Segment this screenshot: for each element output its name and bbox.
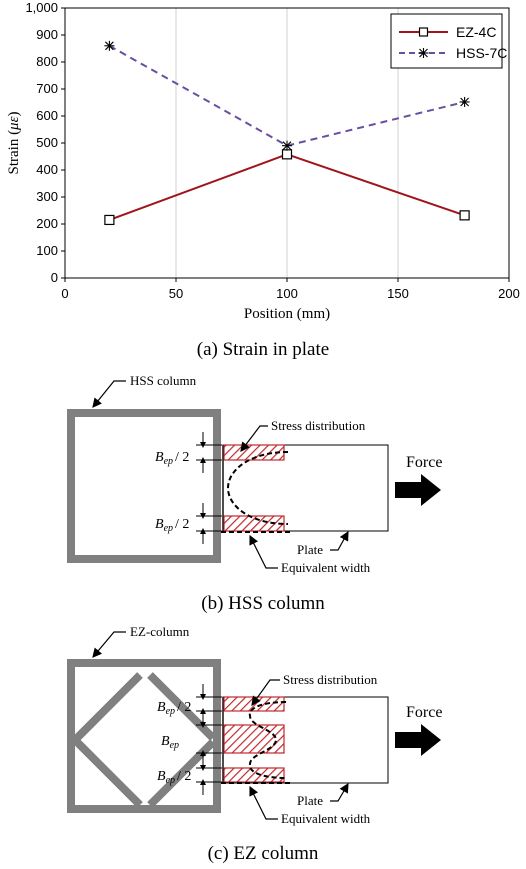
series-line-hss-7c xyxy=(108,44,465,147)
x-tick-label: 200 xyxy=(498,286,520,301)
data-point-hss-7c xyxy=(459,96,470,107)
caption-c: (c) EZ column xyxy=(208,843,319,864)
stress-distribution-label: Stress distribution xyxy=(283,672,378,687)
force-arrow xyxy=(395,724,441,756)
ez-column-diagonals xyxy=(72,672,216,808)
x-tick-label: 0 xyxy=(61,286,68,301)
equivalent-width-leader xyxy=(249,785,278,820)
stress-distribution-curve xyxy=(248,701,287,779)
bep-fraction: / 2 xyxy=(175,517,189,532)
stress-distribution-curve xyxy=(226,451,289,525)
y-tick-labels: 0 100 200 300 400 500 600 700 800 900 1,000 xyxy=(25,0,65,285)
plate-leader xyxy=(330,530,349,551)
stress-block-middle xyxy=(223,724,285,754)
bep-symbol: B xyxy=(157,769,166,784)
x-axis-label: Position (mm) xyxy=(244,306,330,322)
data-point-ez-4c xyxy=(104,214,115,226)
legend: EZ-4C HSS-7C xyxy=(390,13,507,69)
y-tick-label: 200 xyxy=(36,216,58,231)
bep-label-middle: Bep xyxy=(161,734,179,751)
bep-symbol: B xyxy=(155,517,164,532)
ez-column-label: EZ-column xyxy=(130,624,190,639)
x-tick-label: 150 xyxy=(387,286,409,301)
bep-subscript: ep xyxy=(166,706,175,717)
force-label: Force xyxy=(406,454,442,471)
dimension-bep-bottom xyxy=(196,503,222,544)
y-tick-label: 1,000 xyxy=(25,0,58,15)
ez-column-section xyxy=(67,659,221,813)
diagram-hss-column: Bep/ 2 Bep/ 2 HSS column Stress distribu… xyxy=(67,373,442,614)
bep-symbol: B xyxy=(161,734,170,749)
force-arrow xyxy=(395,474,441,506)
chart-series xyxy=(104,40,470,226)
equivalent-width-label: Equivalent width xyxy=(281,811,371,826)
y-tick-label: 700 xyxy=(36,81,58,96)
stress-distribution-leader xyxy=(240,425,268,452)
y-tick-label: 300 xyxy=(36,189,58,204)
y-tick-label: 500 xyxy=(36,135,58,150)
legend-marker-hss-7c xyxy=(418,48,429,58)
bep-fraction: / 2 xyxy=(177,700,191,715)
legend-label-hss-7c: HSS-7C xyxy=(456,45,507,61)
plate-leader xyxy=(330,782,349,802)
plate-label: Plate xyxy=(297,793,323,808)
hss-column-section xyxy=(67,409,221,563)
y-tick-label: 900 xyxy=(36,27,58,42)
caption-a: (a) Strain in plate xyxy=(197,339,329,360)
legend-label-ez-4c: EZ-4C xyxy=(456,24,496,40)
y-axis-label-unit: με xyxy=(6,116,22,131)
bep-subscript: ep xyxy=(164,456,173,467)
legend-marker-ez-4c xyxy=(418,27,429,37)
hss-column-label: HSS column xyxy=(130,373,197,388)
bep-subscript: ep xyxy=(170,740,179,751)
bep-label-top: Bep/ 2 xyxy=(155,450,189,467)
bep-label-bottom: Bep/ 2 xyxy=(157,769,191,786)
bep-fraction: / 2 xyxy=(177,769,191,784)
force-label: Force xyxy=(406,704,442,721)
strain-chart: 0 100 200 300 400 500 600 700 800 900 1,000 0 50 100… xyxy=(6,0,520,360)
x-tick-label: 100 xyxy=(276,286,298,301)
bep-subscript: ep xyxy=(164,523,173,534)
x-tick-label: 50 xyxy=(169,286,183,301)
legend-box xyxy=(390,13,503,69)
y-tick-label: 800 xyxy=(36,54,58,69)
stress-distribution-label: Stress distribution xyxy=(271,418,366,433)
bep-label-top: Bep/ 2 xyxy=(157,700,191,717)
y-axis-label-prefix: Strain ( xyxy=(6,130,22,175)
hss-column-leader xyxy=(92,380,126,408)
y-tick-label: 400 xyxy=(36,162,58,177)
diagram-ez-column: Bep/ 2 Bep Bep/ 2 EZ-column Stress distr… xyxy=(67,624,442,864)
equivalent-width-leader xyxy=(249,534,278,569)
y-tick-label: 600 xyxy=(36,108,58,123)
bep-symbol: B xyxy=(155,450,164,465)
bep-fraction: / 2 xyxy=(175,450,189,465)
x-tick-labels: 0 50 100 150 200 xyxy=(61,278,520,301)
bep-label-bottom: Bep/ 2 xyxy=(155,517,189,534)
equivalent-width-label: Equivalent width xyxy=(281,560,371,575)
ez-column-leader xyxy=(92,631,126,658)
dimension-bep-top xyxy=(196,432,222,473)
y-axis-label-suffix: ) xyxy=(6,111,22,116)
y-tick-label: 0 xyxy=(51,270,58,285)
plate-label: Plate xyxy=(297,542,323,557)
caption-b: (b) HSS column xyxy=(201,593,325,614)
data-point-hss-7c xyxy=(104,40,115,51)
y-tick-label: 100 xyxy=(36,243,58,258)
data-point-hss-7c xyxy=(282,140,292,151)
stress-distribution-leader xyxy=(251,679,280,706)
y-axis-label: Strain (με) xyxy=(6,111,22,174)
data-point-ez-4c xyxy=(281,149,293,160)
data-point-ez-4c xyxy=(459,210,470,221)
bep-subscript: ep xyxy=(166,775,175,786)
stress-block-bottom xyxy=(223,767,285,783)
dimension-bep-stack xyxy=(196,684,222,795)
bep-symbol: B xyxy=(157,700,166,715)
